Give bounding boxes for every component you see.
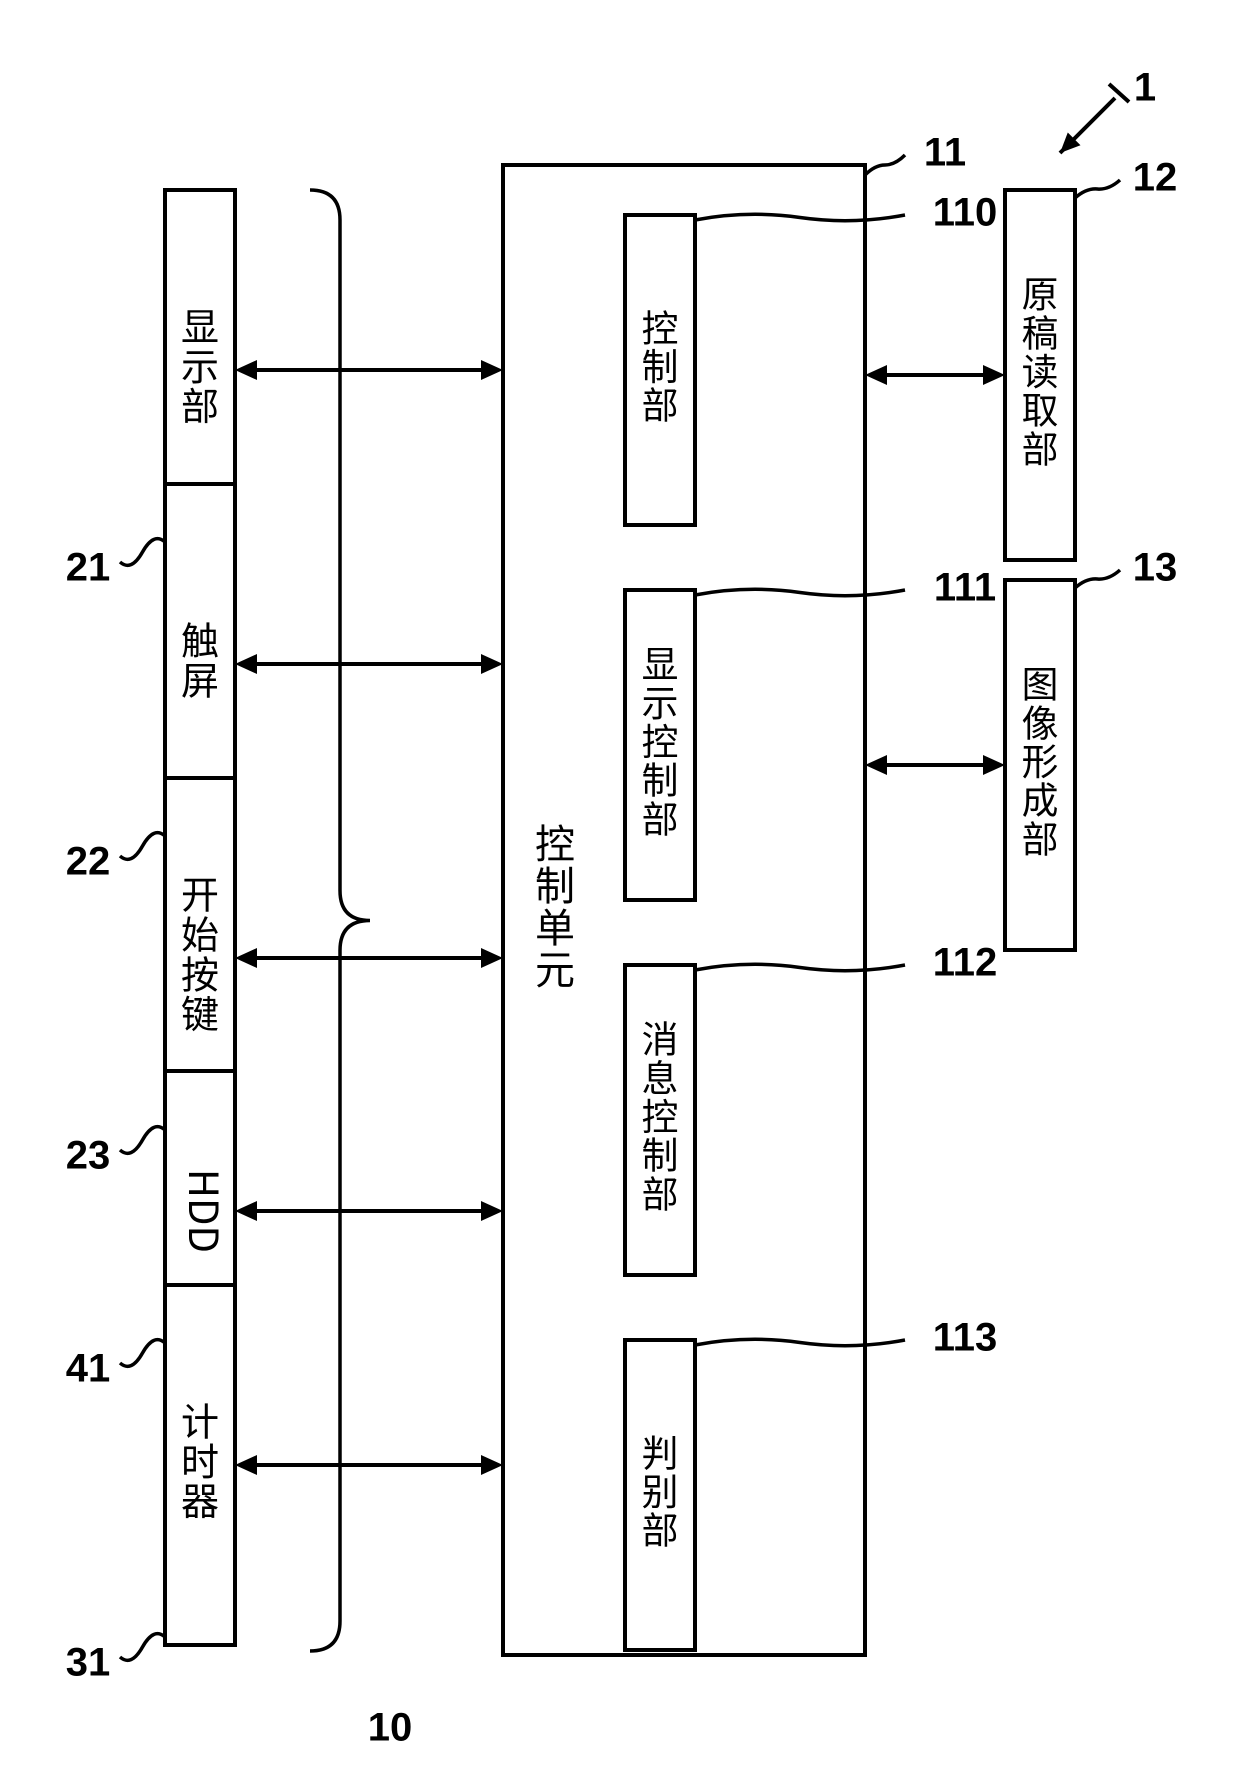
ref-31: 31 (66, 1641, 111, 1685)
ref-11: 11 (924, 131, 966, 175)
ref-110: 110 (933, 191, 998, 235)
ref-21: 21 (66, 546, 111, 590)
svg-text:元: 元 (535, 938, 575, 996)
svg-text:部: 部 (181, 376, 219, 431)
ref-112: 112 (933, 941, 998, 985)
ref-12: 12 (1133, 156, 1178, 200)
ref-41: 41 (66, 1347, 111, 1391)
svg-text:部: 部 (1022, 419, 1059, 473)
hdd-label: HDD (177, 1169, 235, 1253)
ref-13: 13 (1133, 546, 1178, 590)
svg-text:部: 部 (642, 1501, 679, 1555)
svg-text:器: 器 (181, 1471, 219, 1526)
svg-text:部: 部 (642, 1164, 679, 1218)
svg-text:键: 键 (181, 984, 219, 1039)
block-diagram: 控制单元11控制部110显示控制部111消息控制部112判别部113显示部21触… (0, 0, 1240, 1770)
svg-text:部: 部 (1022, 809, 1059, 863)
ref-23: 23 (66, 1134, 111, 1178)
ref-10: 10 (368, 1706, 413, 1750)
ref-22: 22 (66, 840, 111, 884)
svg-text:部: 部 (642, 789, 679, 843)
ref-111: 111 (934, 566, 996, 610)
brace-10 (310, 190, 370, 1651)
ref-113: 113 (933, 1316, 998, 1360)
svg-text:屏: 屏 (181, 650, 219, 705)
ref-1: 1 (1134, 66, 1156, 110)
svg-text:部: 部 (642, 376, 679, 430)
